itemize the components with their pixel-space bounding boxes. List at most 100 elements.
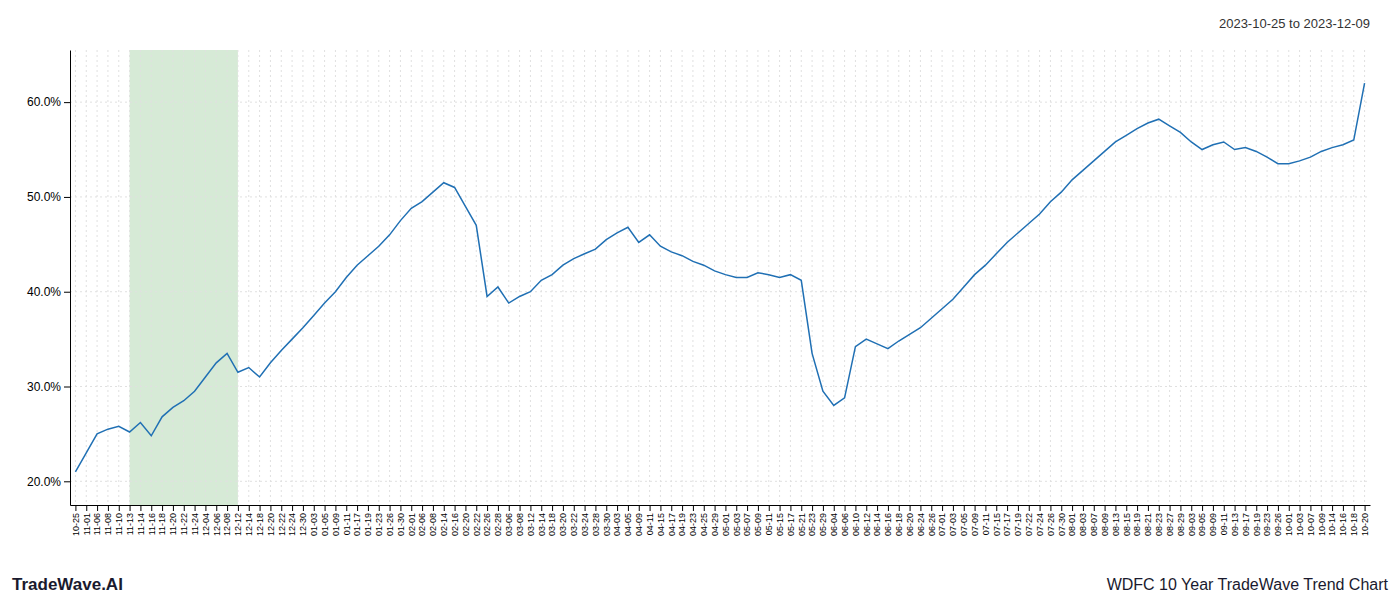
- x-tick: 09-05: [1197, 505, 1207, 536]
- y-axis-line: [70, 51, 71, 506]
- grid-line-x: [985, 50, 986, 505]
- grid-line-y: [70, 196, 1370, 197]
- x-tick: 12-18: [255, 505, 265, 536]
- x-tick: 02-22: [472, 505, 482, 536]
- x-tick: 09-19: [1252, 505, 1262, 536]
- x-tick-label: 02-14: [439, 513, 449, 536]
- x-tick: 11-06: [92, 505, 102, 535]
- x-tick-label: 11-01: [82, 513, 92, 535]
- x-tick: 06-12: [862, 505, 872, 536]
- x-tick: 07-01: [937, 505, 947, 536]
- x-tick: 05-09: [753, 505, 763, 536]
- x-tick: 05-03: [732, 505, 742, 536]
- x-tick: 12-08: [222, 505, 232, 536]
- line: [75, 83, 1364, 472]
- x-tick: 05-07: [742, 505, 752, 536]
- x-tick-label: 12-12: [233, 513, 243, 536]
- x-tick-label: 04-15: [656, 513, 666, 536]
- x-tick-mark: [1159, 505, 1160, 511]
- x-tick-label: 12-22: [277, 513, 287, 536]
- grid-line-x: [367, 50, 368, 505]
- x-tick: 02-06: [417, 505, 427, 536]
- x-tick-label: 10-25: [71, 513, 81, 536]
- x-tick-label: 11-10: [114, 513, 124, 535]
- grid-line-x: [638, 50, 639, 505]
- x-tick: 03-06: [504, 505, 514, 536]
- x-tick-mark: [1105, 505, 1106, 511]
- grid-line-x: [302, 50, 303, 505]
- x-tick-mark: [671, 505, 672, 511]
- grid-line-x: [725, 50, 726, 505]
- x-tick-mark: [1365, 505, 1366, 511]
- x-tick-label: 06-18: [894, 513, 904, 536]
- x-tick-label: 08-09: [1100, 513, 1110, 536]
- x-tick-label: 02-06: [417, 513, 427, 536]
- x-tick-label: 04-05: [623, 513, 633, 536]
- x-tick-label: 05-15: [775, 513, 785, 536]
- x-tick-label: 11-13: [125, 513, 135, 535]
- x-tick-label: 03-22: [569, 513, 579, 536]
- x-tick: 08-27: [1165, 505, 1175, 536]
- grid-line-x: [1039, 50, 1040, 505]
- x-tick: 10-09: [1317, 505, 1327, 536]
- grid-line-x: [1180, 50, 1181, 505]
- grid-line-x: [812, 50, 813, 505]
- grid-line-x: [562, 50, 563, 505]
- x-tick-mark: [1245, 505, 1246, 511]
- x-tick-label: 09-05: [1197, 513, 1207, 536]
- x-tick: 09-03: [1187, 505, 1197, 536]
- x-tick: 12-30: [298, 505, 308, 536]
- x-tick-mark: [1018, 505, 1019, 511]
- grid-line-x: [844, 50, 845, 505]
- annotation: TradeWave.AI: [12, 575, 123, 594]
- grid-line-x: [1332, 50, 1333, 505]
- x-tick: 07-03: [948, 505, 958, 536]
- x-tick-label: 01-09: [331, 513, 341, 536]
- x-tick-label: 12-08: [222, 513, 232, 536]
- x-tick: 09-23: [1262, 505, 1272, 536]
- x-tick-mark: [476, 505, 477, 511]
- x-tick-label: 10-18: [1349, 513, 1359, 536]
- chart: 10-2511-0111-0611-0811-1011-1311-1411-16…: [0, 0, 1400, 600]
- x-tick: 07-19: [1013, 505, 1023, 536]
- x-tick-mark: [498, 505, 499, 511]
- x-tick-mark: [1278, 505, 1279, 511]
- grid-line-x: [627, 50, 628, 505]
- x-tick-mark: [975, 505, 976, 511]
- y-tick: 30.0%: [27, 380, 70, 394]
- grid-line-x: [248, 50, 249, 505]
- x-tick: 01-23: [374, 505, 384, 536]
- grid-line-x: [996, 50, 997, 505]
- x-tick-mark: [184, 505, 185, 511]
- x-tick-label: 08-23: [1154, 513, 1164, 536]
- x-tick-label: 09-13: [1230, 513, 1240, 536]
- x-tick-label: 09-11: [1219, 513, 1229, 535]
- x-tick: 08-21: [1143, 505, 1153, 536]
- x-tick-mark: [1343, 505, 1344, 511]
- grid-line-x: [519, 50, 520, 505]
- x-tick-mark: [433, 505, 434, 511]
- grid-line-x: [183, 50, 184, 505]
- x-tick-mark: [1072, 505, 1073, 511]
- x-tick-label: 05-21: [797, 513, 807, 536]
- x-tick: 02-01: [407, 505, 417, 536]
- grid-line-x: [1028, 50, 1029, 505]
- x-tick-mark: [704, 505, 705, 511]
- x-tick-mark: [1256, 505, 1257, 511]
- x-tick: 12-22: [277, 505, 287, 536]
- x-tick: 07-09: [970, 505, 980, 536]
- y-tick-label: 50.0%: [27, 190, 61, 204]
- x-tick: 04-19: [677, 505, 687, 536]
- x-tick-label: 04-25: [699, 513, 709, 536]
- x-tick: 08-03: [1078, 505, 1088, 536]
- x-tick-mark: [411, 505, 412, 511]
- x-tick: 11-10: [114, 505, 124, 535]
- x-tick: 11-14: [136, 505, 146, 535]
- x-tick-mark: [130, 505, 131, 511]
- grid-line-x: [216, 50, 217, 505]
- x-tick-mark: [1354, 505, 1355, 511]
- grid-line-x: [422, 50, 423, 505]
- grid-line-x: [822, 50, 823, 505]
- x-tick-mark: [1007, 505, 1008, 511]
- x-tick: 10-01: [1284, 505, 1294, 536]
